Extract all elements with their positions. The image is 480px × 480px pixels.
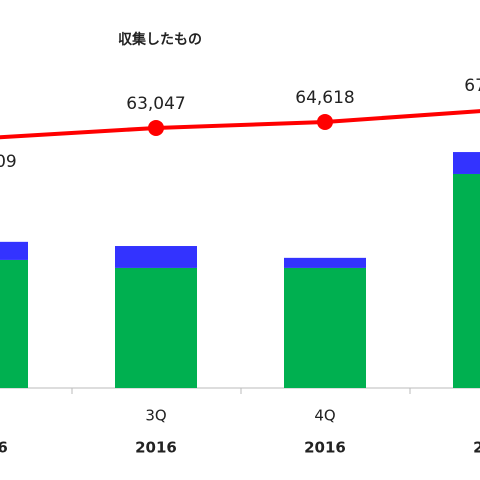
bar-segment (453, 173, 480, 388)
bar-segment (453, 152, 480, 174)
line-point (148, 119, 164, 136)
data-label: 67,700 (464, 76, 480, 96)
x-tick-year: 2016 (0, 439, 8, 457)
data-label: 63,047 (126, 94, 185, 114)
bar-segment (284, 257, 366, 268)
data-label: 64,618 (295, 88, 354, 108)
chart-title: 収集したもの (118, 31, 202, 48)
x-tick-label: 4Q (314, 407, 335, 425)
line-point (317, 113, 333, 130)
x-tick-year: 2017 (473, 439, 480, 457)
bar-segment (284, 267, 366, 388)
x-tick-year: 2016 (135, 439, 177, 457)
bar-segment (115, 267, 197, 388)
line (0, 109, 480, 140)
x-tick-label: 3Q (145, 407, 166, 425)
bar-segment (115, 246, 197, 268)
bar-segment (0, 259, 28, 388)
data-label: 60,409 (0, 152, 17, 172)
x-tick-year: 2016 (304, 439, 346, 457)
bar-segment (0, 241, 28, 260)
